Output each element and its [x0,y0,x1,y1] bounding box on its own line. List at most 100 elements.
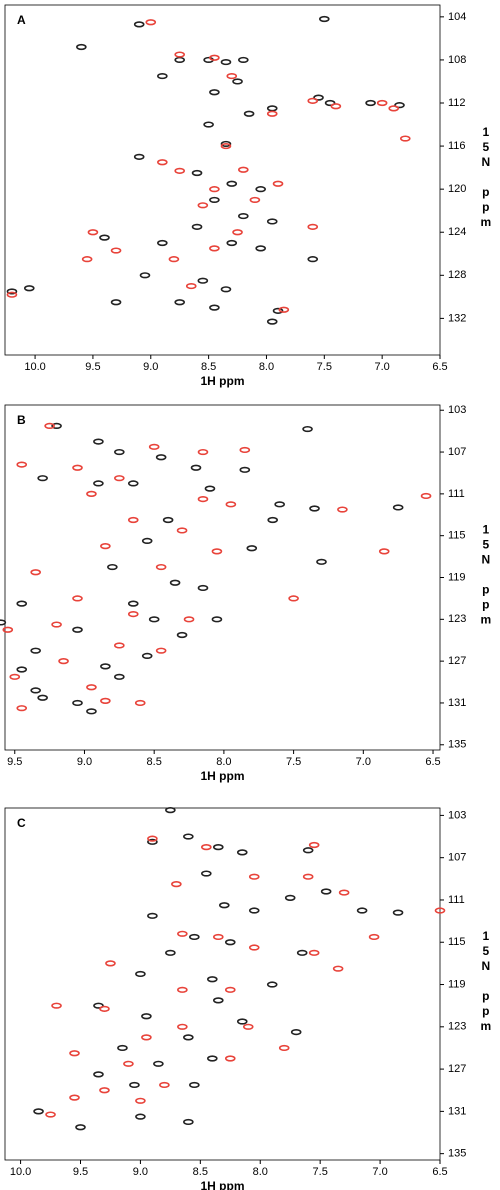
peak [266,318,278,325]
peak [76,43,87,51]
peak [155,563,167,571]
peak [141,1013,152,1020]
y-tick-label: 135 [448,739,466,751]
peak [177,1023,188,1030]
peak [337,506,348,513]
peak [51,621,62,628]
peak [392,504,404,511]
y-tick-label: 112 [448,97,466,109]
peak [114,673,125,680]
x-tick-label: 7.0 [372,1166,387,1178]
peak [211,616,223,623]
peak [72,464,83,471]
x-tick-label: 7.5 [317,361,332,373]
peak [30,687,41,694]
y-axis-label: 15N ppm [479,929,493,1034]
peak [58,658,69,665]
peak [110,247,122,254]
peak [213,997,224,1004]
peak [37,475,48,482]
x-tick-label: 7.0 [375,361,390,373]
plot-frame [4,404,441,751]
peak [162,516,174,524]
y-tick-label: 127 [448,1063,466,1075]
peak [6,291,18,298]
peak [135,1113,146,1120]
peak [209,89,220,96]
peak [249,196,261,204]
peak [44,422,55,430]
y-tick-label: 132 [448,312,466,324]
peak [174,167,185,174]
peak [145,19,157,26]
peak [239,446,251,454]
peak [133,21,145,28]
x-tick-label: 9.0 [133,1166,148,1178]
peak [238,166,249,173]
peak [308,841,320,849]
peak [153,1060,164,1067]
peak [16,461,28,468]
peak [320,888,332,895]
peak [266,110,278,117]
y-tick-label: 123 [448,613,466,625]
y-axis-label: 15N ppm [479,523,493,628]
peak [183,616,195,623]
peak [174,56,185,64]
peak [274,501,285,508]
peak [93,1071,104,1078]
peak [302,873,314,880]
peak [87,229,99,236]
y-tick-label: 116 [448,140,466,152]
y-tick-label: 111 [448,488,465,500]
peak [272,180,284,187]
peak [248,907,260,914]
peak [302,425,313,433]
peak [16,705,28,712]
peak [72,595,83,602]
peak [388,105,400,112]
peak [220,142,232,150]
y-tick-label: 107 [448,446,466,458]
x-tick-label: 7.5 [313,1166,328,1178]
peak [147,835,158,842]
peak [16,666,28,673]
y-tick-label: 127 [448,655,466,667]
peak [86,708,97,715]
peak [226,180,238,187]
peak [399,135,411,142]
x-axis-label: 1H ppm [200,769,244,783]
peak [51,422,62,430]
peak [255,245,266,252]
x-tick-label: 6.5 [432,361,447,373]
peak [189,933,200,941]
peak [220,58,232,66]
peak [319,15,330,23]
peak [191,169,203,177]
peak [224,986,236,993]
peak [100,697,111,704]
peak [183,833,194,840]
peak [242,1023,254,1030]
peak [225,501,237,508]
peak [93,480,104,487]
y-tick-label: 108 [448,54,466,66]
peak [211,548,223,555]
peak [183,1034,194,1041]
peak [189,1081,200,1089]
x-tick-label: 9.5 [7,756,22,768]
peak [148,443,160,450]
peak [100,663,111,670]
peak [290,1028,302,1036]
peak [394,102,405,109]
x-tick-label: 8.0 [253,1166,268,1178]
peak [33,1108,44,1115]
panel-label: A [17,13,26,27]
peak [86,684,97,691]
peak [127,480,139,487]
y-tick-label: 123 [448,1021,466,1033]
peak [165,807,176,814]
peak [134,699,146,707]
peak [114,448,125,456]
peak [99,1087,110,1094]
